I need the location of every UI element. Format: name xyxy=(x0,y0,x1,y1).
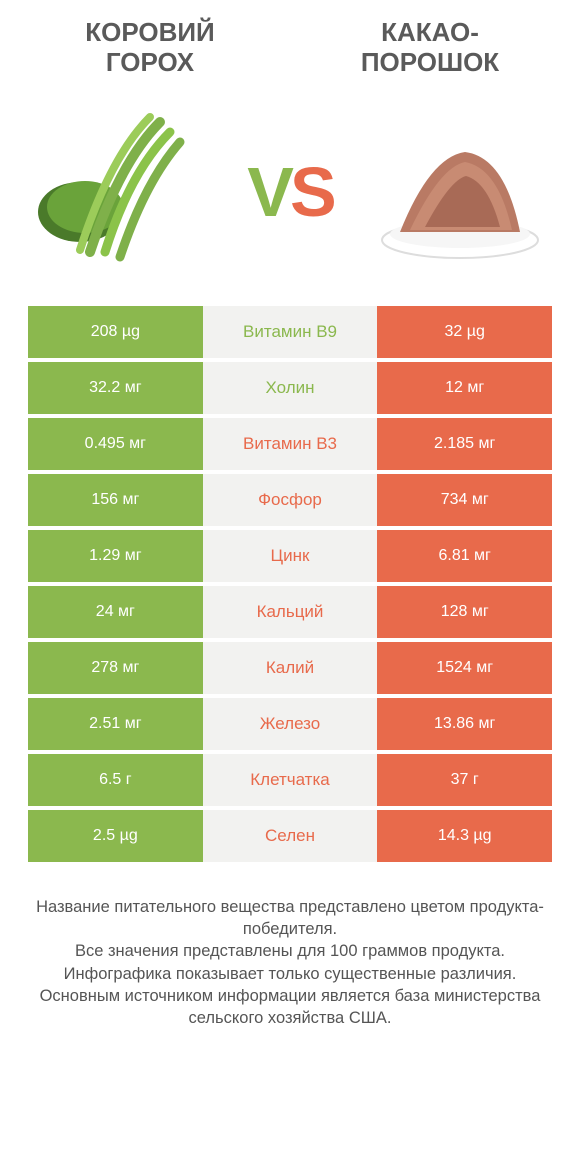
footer-line-1: Название питательного вещества представл… xyxy=(22,896,558,941)
table-row: 1.29 мгЦинк6.81 мг xyxy=(28,530,552,582)
footer-line-2: Все значения представлены для 100 граммо… xyxy=(22,940,558,962)
table-row: 208 µgВитамин B932 µg xyxy=(28,306,552,358)
image-cocoa xyxy=(370,102,550,282)
table-row: 6.5 гКлетчатка37 г xyxy=(28,754,552,806)
vs-v: V xyxy=(247,153,290,231)
cell-left: 208 µg xyxy=(28,306,203,358)
cell-left: 156 мг xyxy=(28,474,203,526)
cell-right: 13.86 мг xyxy=(377,698,552,750)
footer-line-4: Основным источником информации является … xyxy=(22,985,558,1030)
cell-right: 12 мг xyxy=(377,362,552,414)
cell-left: 24 мг xyxy=(28,586,203,638)
cell-left: 2.5 µg xyxy=(28,810,203,862)
table-row: 156 мгФосфор734 мг xyxy=(28,474,552,526)
cell-left: 278 мг xyxy=(28,642,203,694)
cell-label: Селен xyxy=(203,810,378,862)
cell-left: 32.2 мг xyxy=(28,362,203,414)
cell-label: Кальций xyxy=(203,586,378,638)
footer-line-3: Инфографика показывает только существенн… xyxy=(22,963,558,985)
vs-label: VS xyxy=(247,152,332,232)
cell-right: 734 мг xyxy=(377,474,552,526)
cell-right: 37 г xyxy=(377,754,552,806)
comparison-table: 208 µgВитамин B932 µg32.2 мгХолин12 мг0.… xyxy=(0,306,580,862)
table-row: 32.2 мгХолин12 мг xyxy=(28,362,552,414)
cell-label: Железо xyxy=(203,698,378,750)
cell-label: Холин xyxy=(203,362,378,414)
cell-label: Витамин B3 xyxy=(203,418,378,470)
cell-right: 32 µg xyxy=(377,306,552,358)
cell-left: 0.495 мг xyxy=(28,418,203,470)
cell-right: 6.81 мг xyxy=(377,530,552,582)
table-row: 278 мгКалий1524 мг xyxy=(28,642,552,694)
vs-s: S xyxy=(290,153,333,231)
hero: VS xyxy=(0,86,580,306)
cell-left: 6.5 г xyxy=(28,754,203,806)
footer: Название питательного вещества представл… xyxy=(0,866,580,1030)
cell-left: 1.29 мг xyxy=(28,530,203,582)
cell-label: Цинк xyxy=(203,530,378,582)
cell-right: 2.185 мг xyxy=(377,418,552,470)
cell-right: 1524 мг xyxy=(377,642,552,694)
image-cowpea xyxy=(30,102,210,282)
table-row: 24 мгКальций128 мг xyxy=(28,586,552,638)
cell-label: Клетчатка xyxy=(203,754,378,806)
title-right: КАКАО-ПОРОШОК xyxy=(320,18,540,78)
header: КОРОВИЙ ГОРОХ КАКАО-ПОРОШОК xyxy=(0,0,580,86)
table-row: 2.51 мгЖелезо13.86 мг xyxy=(28,698,552,750)
cell-right: 128 мг xyxy=(377,586,552,638)
cell-label: Витамин B9 xyxy=(203,306,378,358)
table-row: 2.5 µgСелен14.3 µg xyxy=(28,810,552,862)
cell-label: Калий xyxy=(203,642,378,694)
cell-right: 14.3 µg xyxy=(377,810,552,862)
title-left: КОРОВИЙ ГОРОХ xyxy=(40,18,260,78)
table-row: 0.495 мгВитамин B32.185 мг xyxy=(28,418,552,470)
cell-label: Фосфор xyxy=(203,474,378,526)
cell-left: 2.51 мг xyxy=(28,698,203,750)
